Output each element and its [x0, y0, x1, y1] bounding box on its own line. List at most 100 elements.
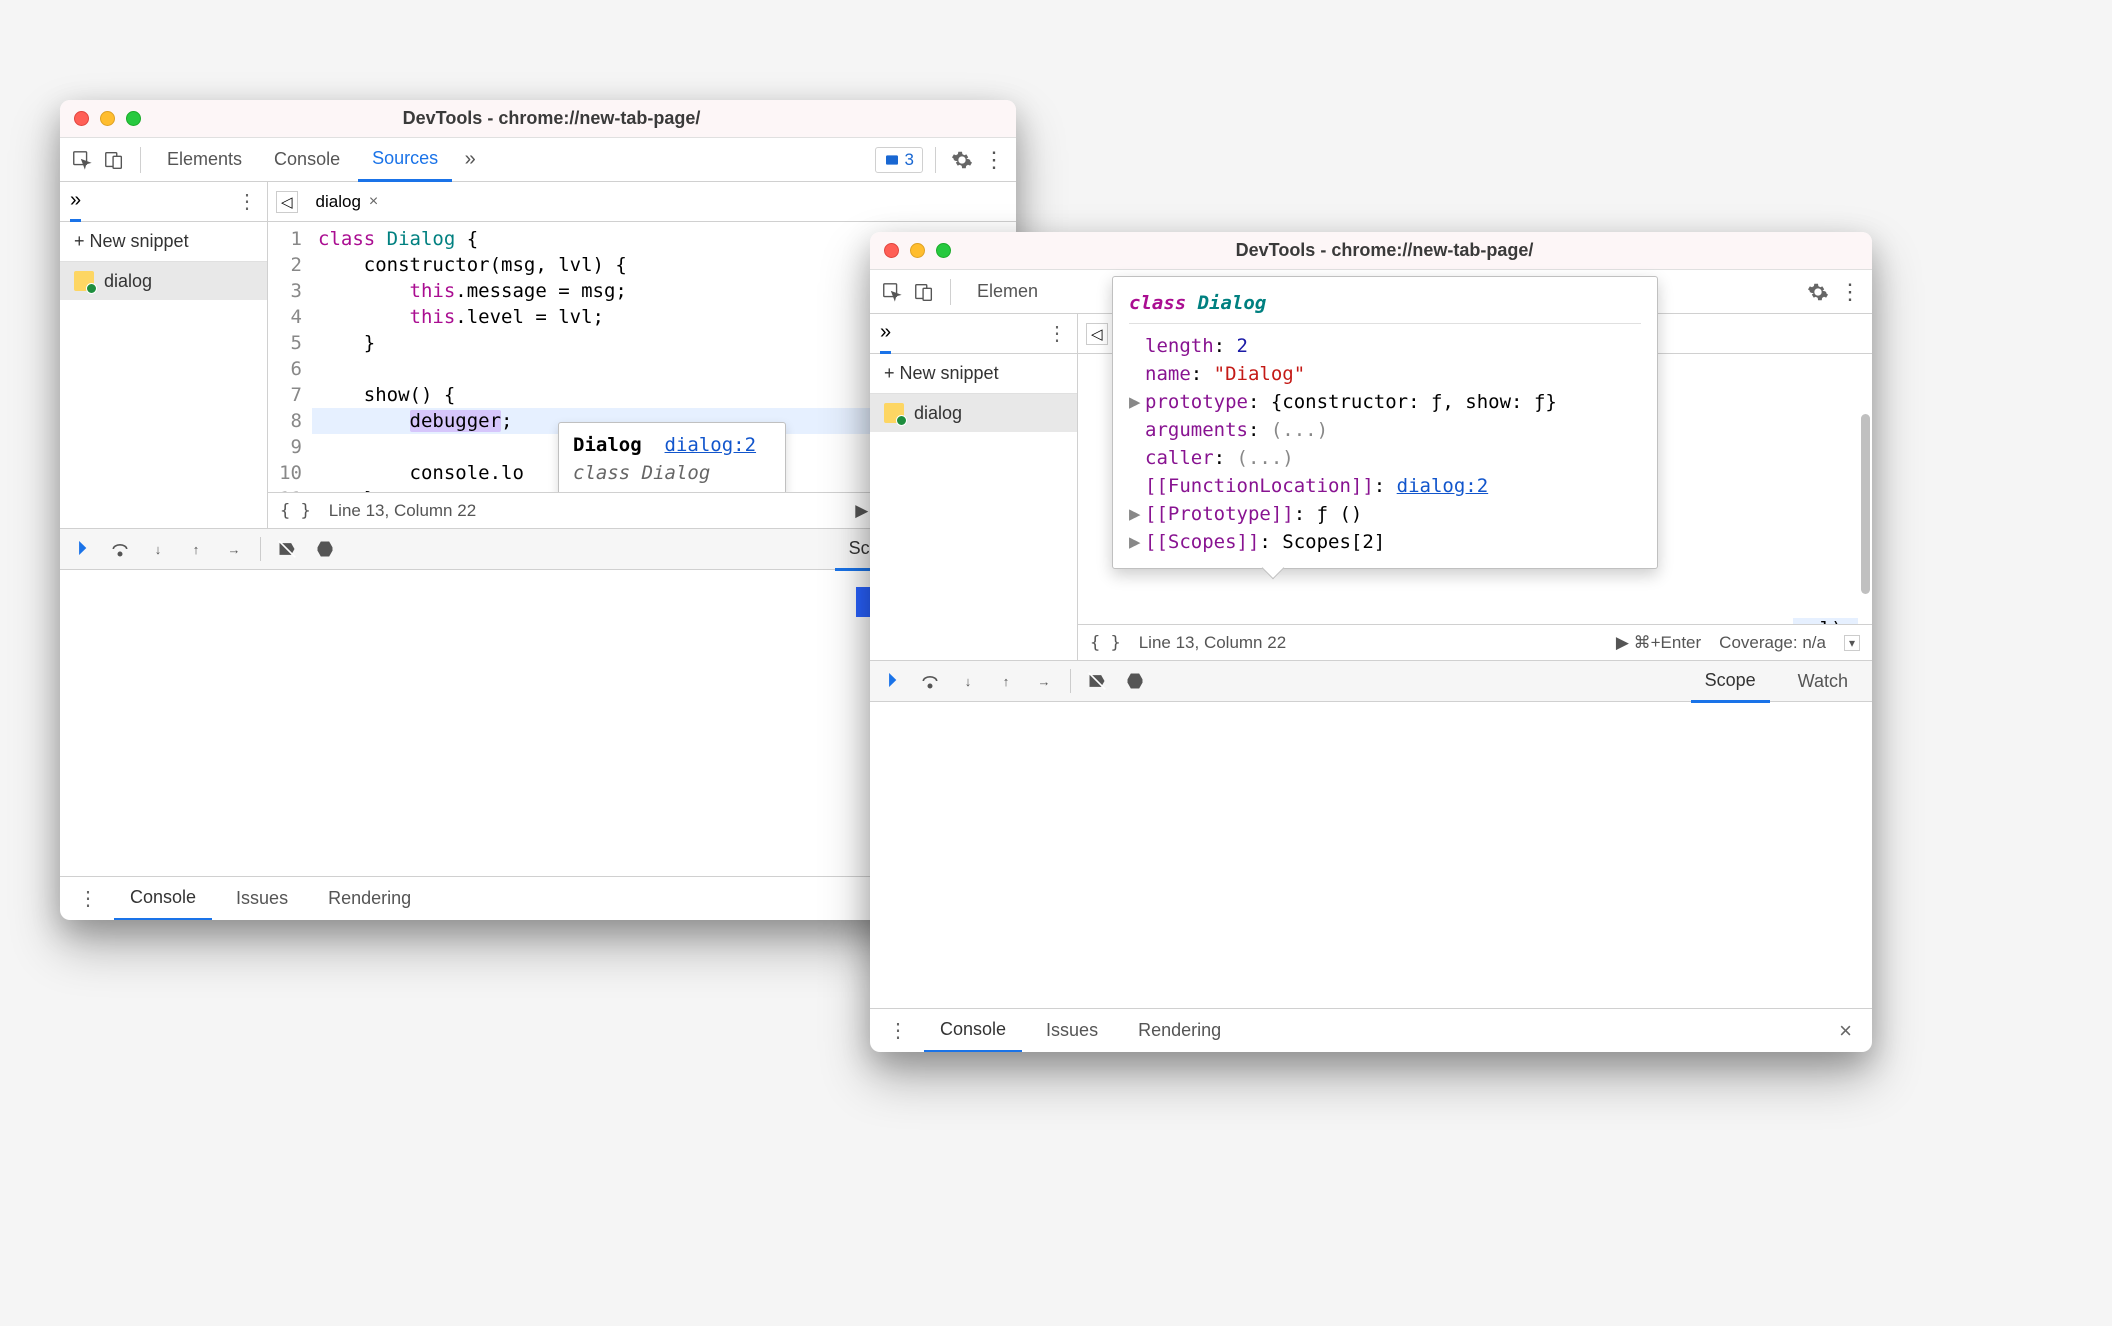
resume-icon[interactable]: ⏵ — [880, 669, 904, 693]
tab-elements-truncated[interactable]: Elemen — [963, 270, 1052, 314]
gear-icon[interactable] — [948, 146, 976, 174]
tab-watch[interactable]: Watch — [1784, 660, 1862, 702]
devtools-window-right: DevTools - chrome://new-tab-page/ Elemen… — [870, 232, 1872, 1052]
navigator-expand-icon[interactable]: » — [880, 314, 891, 354]
resume-icon[interactable]: ⏵ — [70, 537, 94, 561]
scrollbar[interactable] — [1861, 414, 1870, 594]
close-icon[interactable] — [884, 243, 899, 258]
new-snippet-button[interactable]: + New snippet — [870, 354, 1077, 394]
kebab-icon[interactable]: ⋮ — [880, 1018, 916, 1043]
tab-elements[interactable]: Elements — [153, 138, 256, 182]
braces-icon[interactable]: { } — [1090, 633, 1121, 653]
drawer-tab-console[interactable]: Console — [114, 877, 212, 920]
inspect-icon[interactable] — [878, 278, 906, 306]
debugger-toolbar: ⏵ ↓ ↑ → Scope Watch — [870, 660, 1872, 702]
titlebar: DevTools - chrome://new-tab-page/ — [870, 232, 1872, 270]
zoom-icon[interactable] — [126, 111, 141, 126]
device-icon[interactable] — [910, 278, 938, 306]
issues-count: 3 — [905, 150, 914, 170]
main-toolbar: Elements Console Sources » 3 ⋮ — [60, 138, 1016, 182]
snippet-icon — [884, 403, 904, 423]
step-icon[interactable]: → — [222, 537, 246, 561]
step-out-icon[interactable]: ↑ — [994, 669, 1018, 693]
drawer-tab-issues[interactable]: Issues — [220, 877, 304, 921]
drawer-tab-issues[interactable]: Issues — [1030, 1009, 1114, 1053]
file-tab-label: dialog — [316, 192, 361, 212]
step-out-icon[interactable]: ↑ — [184, 537, 208, 561]
window-title: DevTools - chrome://new-tab-page/ — [161, 108, 942, 129]
gear-icon[interactable] — [1804, 278, 1832, 306]
run-shortcut[interactable]: ▶ ⌘+Enter — [1616, 633, 1701, 653]
kebab-icon[interactable]: ⋮ — [980, 146, 1008, 174]
line-gutter: 1234567891011121314 — [268, 222, 312, 492]
popup-property-row[interactable]: length: 2 — [1129, 332, 1641, 360]
deactivate-bp-icon[interactable] — [275, 537, 299, 561]
sidebar-item-label: dialog — [104, 271, 152, 292]
cursor-position: Line 13, Column 22 — [329, 501, 476, 521]
popup-property-row[interactable]: ▶[[Prototype]]: ƒ () — [1129, 500, 1641, 528]
snippet-icon — [74, 271, 94, 291]
drawer-tabs: ⋮ Console Issues Rendering × — [870, 1008, 1872, 1052]
dropdown-icon[interactable]: ▾ — [1844, 635, 1860, 651]
kebab-icon[interactable]: ⋮ — [237, 189, 257, 214]
drawer-tab-rendering[interactable]: Rendering — [312, 877, 427, 921]
pause-exceptions-icon[interactable] — [313, 537, 337, 561]
sources-subbar: » ⋮ ◁ dialog × — [60, 182, 1016, 222]
drawer-tab-rendering[interactable]: Rendering — [1122, 1009, 1237, 1053]
history-nav-icon[interactable]: ◁ — [276, 191, 298, 213]
step-into-icon[interactable]: ↓ — [146, 537, 170, 561]
hover-tooltip: Dialog dialog:2 class Dialog — [558, 422, 786, 492]
close-icon[interactable] — [74, 111, 89, 126]
tooltip-link[interactable]: dialog:2 — [665, 434, 757, 456]
tooltip-sig: class Dialog — [573, 459, 771, 487]
popup-property-row[interactable]: caller: (...) — [1129, 444, 1641, 472]
tooltip-name: Dialog — [573, 434, 642, 456]
popup-property-row[interactable]: ▶[[Scopes]]: Scopes[2] — [1129, 528, 1641, 556]
window-title: DevTools - chrome://new-tab-page/ — [971, 240, 1798, 261]
popup-property-row[interactable]: arguments: (...) — [1129, 416, 1641, 444]
popup-header: class Dialog — [1129, 289, 1641, 324]
step-icon[interactable]: → — [1032, 669, 1056, 693]
tab-console[interactable]: Console — [260, 138, 354, 182]
minimize-icon[interactable] — [100, 111, 115, 126]
traffic-lights — [74, 111, 141, 126]
navigator-expand-icon[interactable]: » — [70, 182, 81, 222]
popup-property-row[interactable]: name: "Dialog" — [1129, 360, 1641, 388]
device-icon[interactable] — [100, 146, 128, 174]
tab-sources[interactable]: Sources — [358, 138, 452, 182]
deactivate-bp-icon[interactable] — [1085, 669, 1109, 693]
history-nav-icon[interactable]: ◁ — [1086, 323, 1108, 345]
popup-property-row[interactable]: [[FunctionLocation]]: dialog:2 — [1129, 472, 1641, 500]
titlebar: DevTools - chrome://new-tab-page/ — [60, 100, 1016, 138]
step-over-icon[interactable] — [918, 669, 942, 693]
sidebar-item-dialog[interactable]: dialog — [870, 394, 1077, 432]
minimize-icon[interactable] — [910, 243, 925, 258]
step-over-icon[interactable] — [108, 537, 132, 561]
step-into-icon[interactable]: ↓ — [956, 669, 980, 693]
kebab-icon[interactable]: ⋮ — [1836, 278, 1864, 306]
inspect-icon[interactable] — [68, 146, 96, 174]
kebab-icon[interactable]: ⋮ — [1047, 321, 1067, 346]
more-tabs-icon[interactable]: » — [456, 146, 484, 174]
new-snippet-button[interactable]: + New snippet — [60, 222, 267, 262]
drawer-tab-console[interactable]: Console — [924, 1009, 1022, 1052]
kebab-icon[interactable]: ⋮ — [70, 886, 106, 911]
close-icon[interactable]: × — [1829, 1018, 1862, 1044]
object-inspector-popup: class Dialog length: 2name: "Dialog"▶pro… — [1112, 276, 1658, 569]
navigator-sidebar: + New snippet dialog — [60, 222, 268, 528]
code-fragment: vel); — [1793, 618, 1858, 624]
popup-property-row[interactable]: ▶prototype: {constructor: ƒ, show: ƒ} — [1129, 388, 1641, 416]
close-icon[interactable]: × — [369, 193, 378, 211]
sidebar-item-dialog[interactable]: dialog — [60, 262, 267, 300]
zoom-icon[interactable] — [936, 243, 951, 258]
cursor-position: Line 13, Column 22 — [1139, 633, 1286, 653]
braces-icon[interactable]: { } — [280, 501, 311, 521]
tab-scope[interactable]: Scope — [1691, 661, 1770, 703]
editor-statusbar: { } Line 13, Column 22 ▶ ⌘+Enter Coverag… — [1078, 624, 1872, 660]
pause-exceptions-icon[interactable] — [1123, 669, 1147, 693]
navigator-sidebar: + New snippet dialog — [870, 354, 1078, 660]
traffic-lights — [884, 243, 951, 258]
sidebar-item-label: dialog — [914, 403, 962, 424]
issues-badge[interactable]: 3 — [875, 147, 923, 173]
file-tab-dialog[interactable]: dialog × — [306, 186, 389, 218]
